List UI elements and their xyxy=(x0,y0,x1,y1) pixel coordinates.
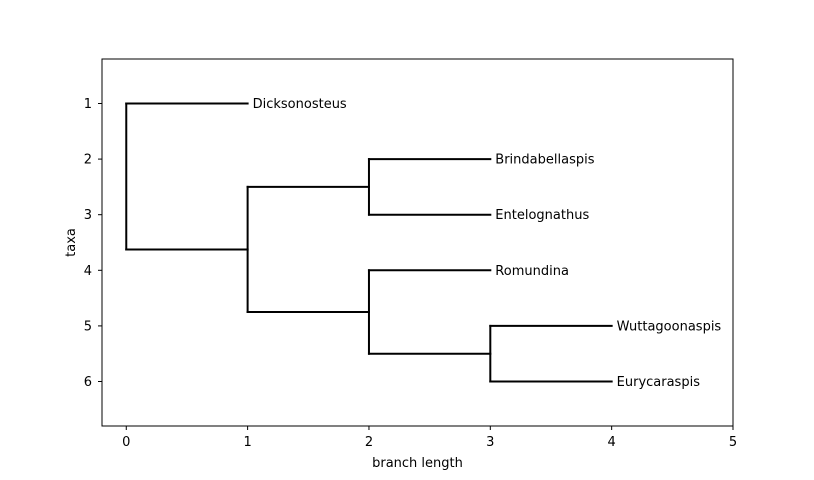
y-tick-label: 1 xyxy=(84,97,92,112)
leaf-label: Entelognathus xyxy=(495,208,589,223)
leaf-label: Wuttagoonaspis xyxy=(617,319,722,334)
x-tick-label: 5 xyxy=(729,435,737,450)
x-tick-label: 4 xyxy=(608,435,616,450)
leaf-label: Eurycaraspis xyxy=(617,375,701,390)
y-axis-ticks: 1 2 3 4 5 6 xyxy=(84,97,102,390)
leaf-label: Brindabellaspis xyxy=(495,153,594,168)
x-tick-label: 2 xyxy=(365,435,373,450)
x-tick-label: 1 xyxy=(243,435,251,450)
y-tick-label: 4 xyxy=(84,264,92,279)
tree-layer xyxy=(125,102,613,383)
x-axis-ticks: 0 1 2 3 4 5 xyxy=(122,426,737,450)
y-axis-label: taxa xyxy=(64,228,79,257)
x-axis-label: branch length xyxy=(372,456,463,471)
leaf-label-layer: Dicksonosteus Brindabellaspis Entelognathu… xyxy=(253,97,722,390)
x-tick-label: 0 xyxy=(122,435,130,450)
plot-frame xyxy=(101,58,734,427)
y-tick-label: 3 xyxy=(84,208,92,223)
y-tick-label: 2 xyxy=(84,153,92,168)
x-tick-label: 3 xyxy=(486,435,494,450)
y-tick-label: 5 xyxy=(84,319,92,334)
y-tick-label: 6 xyxy=(84,375,92,390)
leaf-label: Romundina xyxy=(495,264,569,279)
leaf-label: Dicksonosteus xyxy=(253,97,347,112)
